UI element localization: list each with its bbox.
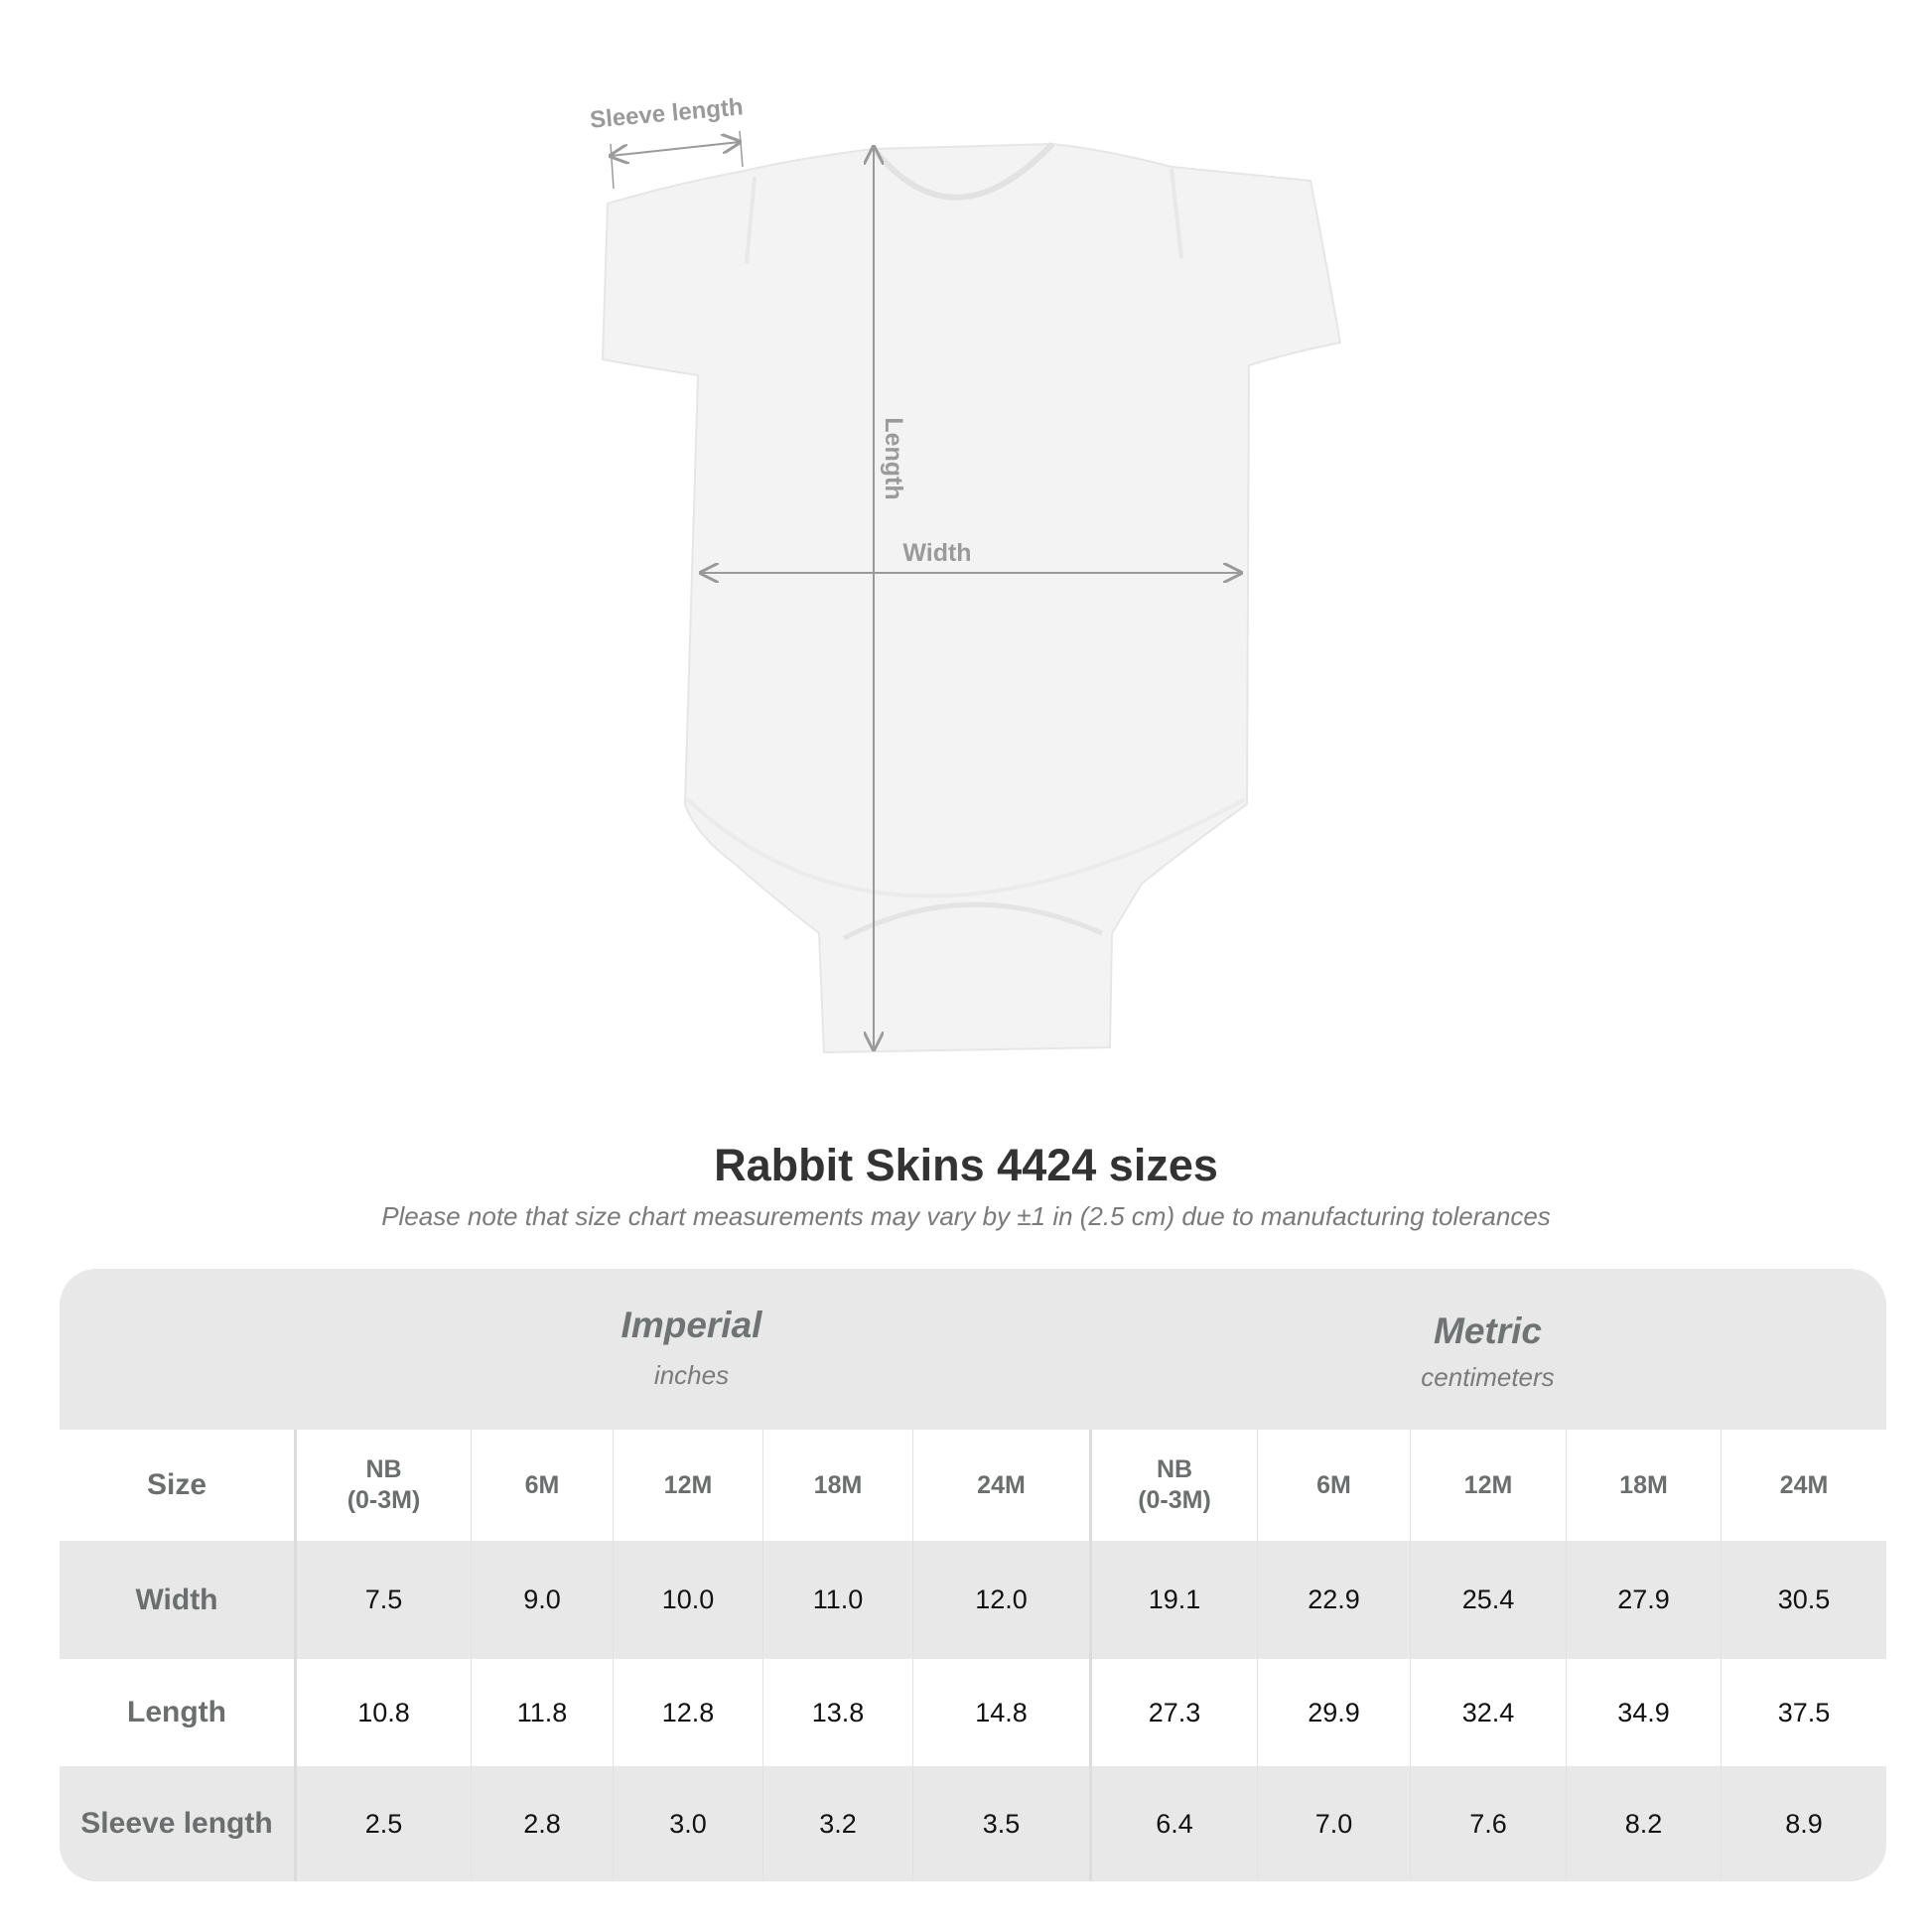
metric-unit: centimeters	[1421, 1362, 1555, 1392]
imperial-size-header: 18M	[762, 1430, 912, 1541]
row-label: Size	[146, 1468, 207, 1501]
imperial-value-cell: 9.0	[471, 1541, 613, 1659]
imperial-value-cell: 12.0	[912, 1541, 1089, 1659]
metric-value-cell: 22.9	[1257, 1541, 1410, 1659]
imperial-unit: inches	[653, 1360, 730, 1390]
table-row: Length 10.8 11.8 12.8 13.8 14.8 27.3 29.9 32.4 34…	[60, 1659, 1886, 1766]
imperial-title: Imperial	[621, 1305, 762, 1345]
metric-value-cell: 37.5	[1721, 1659, 1886, 1766]
imperial-value-cell: 2.5	[294, 1766, 471, 1881]
row-label: Length	[127, 1696, 226, 1728]
metric-size-header: 24M	[1721, 1430, 1886, 1541]
metric-value-cell: 27.9	[1566, 1541, 1721, 1659]
metric-size-header: 6M	[1257, 1430, 1410, 1541]
metric-value-cell: 8.9	[1721, 1766, 1886, 1881]
imperial-size-header: NB (0-3M)	[294, 1430, 471, 1541]
metric-value-cell: 25.4	[1410, 1541, 1566, 1659]
imperial-value-cell: 2.8	[471, 1766, 613, 1881]
imperial-value-cell: 7.5	[294, 1541, 471, 1659]
metric-value-cell: 8.2	[1566, 1766, 1721, 1881]
imperial-value-cell: 11.8	[471, 1659, 613, 1766]
metric-title: Metric	[1434, 1311, 1542, 1351]
length-label: Length	[880, 417, 907, 499]
imperial-value-cell: 3.2	[762, 1766, 912, 1881]
sleeve-length-label: Sleeve length	[589, 93, 744, 133]
imperial-header: Imperial inches	[294, 1269, 1089, 1430]
imperial-size-header: 6M	[471, 1430, 613, 1541]
imperial-value-cell: 12.8	[613, 1659, 762, 1766]
row-label: Width	[135, 1583, 218, 1616]
metric-value-cell: 30.5	[1721, 1541, 1886, 1659]
tolerance-note: Please note that size chart measurements…	[381, 1201, 1551, 1231]
sleeve-length-arrow	[611, 142, 740, 156]
metric-value-cell: 19.1	[1089, 1541, 1257, 1659]
imperial-value-cell: 3.5	[912, 1766, 1089, 1881]
onesie-diagram: Sleeve length Length Width	[589, 93, 1342, 1054]
imperial-value-cell: 11.0	[762, 1541, 912, 1659]
imperial-value-cell: 14.8	[912, 1659, 1089, 1766]
size-header-row: Size NB (0-3M) 6M 12M 18M 24M NB (0-3M) 6M 12M 18…	[60, 1430, 1886, 1541]
metric-value-cell: 32.4	[1410, 1659, 1566, 1766]
imperial-size-header: 12M	[613, 1430, 762, 1541]
metric-header: Metric centimeters	[1089, 1269, 1886, 1430]
onesie-garment	[601, 141, 1342, 1054]
table-row: Sleeve length 2.5 2.8 3.0 3.2 3.5 6.4 7.0 7.6 8.2…	[60, 1766, 1886, 1881]
imperial-size-header: 24M	[912, 1430, 1089, 1541]
imperial-value-cell: 10.0	[613, 1541, 762, 1659]
row-label: Sleeve length	[80, 1807, 273, 1840]
metric-value-cell: 34.9	[1566, 1659, 1721, 1766]
width-label: Width	[902, 539, 971, 567]
page-title: Rabbit Skins 4424 sizes	[714, 1140, 1218, 1190]
metric-value-cell: 29.9	[1257, 1659, 1410, 1766]
metric-value-cell: 6.4	[1089, 1766, 1257, 1881]
metric-size-header: 12M	[1410, 1430, 1566, 1541]
imperial-value-cell: 10.8	[294, 1659, 471, 1766]
metric-size-header: NB (0-3M)	[1089, 1430, 1257, 1541]
imperial-value-cell: 3.0	[613, 1766, 762, 1881]
imperial-value-cell: 13.8	[762, 1659, 912, 1766]
table-row: Width 7.5 9.0 10.0 11.0 12.0 19.1 22.9 25.4 27.9 3…	[60, 1541, 1886, 1659]
metric-value-cell: 7.6	[1410, 1766, 1566, 1881]
size-table: Imperial inches Metric centimeters Size N…	[60, 1269, 1886, 1881]
metric-size-header: 18M	[1566, 1430, 1721, 1541]
metric-value-cell: 7.0	[1257, 1766, 1410, 1881]
metric-value-cell: 27.3	[1089, 1659, 1257, 1766]
